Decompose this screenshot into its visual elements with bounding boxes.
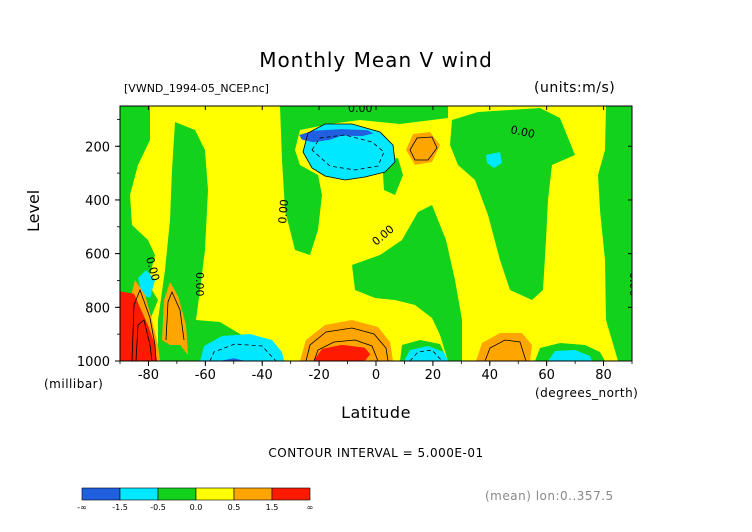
extreme-value-regions bbox=[120, 129, 374, 361]
footnote: (mean) lon:0..357.5 bbox=[485, 489, 614, 503]
green-region-upper-center bbox=[280, 106, 448, 255]
y-tick-label: 200 bbox=[85, 140, 110, 155]
y-tick-label: 600 bbox=[85, 248, 110, 263]
contour-line-northern-surface bbox=[484, 339, 527, 361]
x-tick-label: 20 bbox=[425, 368, 442, 383]
colorbar-label: -1.5 bbox=[112, 503, 128, 512]
orange-region-northern-surface bbox=[476, 333, 532, 361]
x-axis-unit: (degrees_north) bbox=[535, 386, 639, 400]
cyan-region-tropical-surface bbox=[404, 346, 448, 361]
colorbar-label: -0.5 bbox=[150, 503, 166, 512]
x-tick-label: -80 bbox=[138, 368, 159, 383]
x-tick-label: 0 bbox=[372, 368, 380, 383]
contour-label: 0.00 bbox=[276, 199, 291, 225]
contour-line-surface-equator-inner bbox=[313, 339, 379, 361]
colorbar-label: 1.5 bbox=[266, 503, 279, 512]
contour-line-surface-equator bbox=[305, 327, 389, 361]
contour-lines bbox=[131, 123, 527, 361]
contour-label: 0.00 bbox=[143, 255, 162, 282]
green-region-northern-upper bbox=[450, 108, 575, 300]
contour-label: 0.00 bbox=[509, 123, 536, 141]
colorbar-label: 0.0 bbox=[190, 503, 203, 512]
x-tick-label: -40 bbox=[252, 368, 273, 383]
x-tick-label: 40 bbox=[482, 368, 499, 383]
contour-line-upper-jet-neg bbox=[311, 134, 385, 171]
green-region-northern-pole bbox=[598, 106, 632, 361]
x-tick-label: -60 bbox=[195, 368, 216, 383]
extreme-region-0 bbox=[299, 129, 374, 143]
colorbar-swatch bbox=[119, 487, 159, 501]
contour-line-southern-surface bbox=[209, 343, 277, 361]
y-tick-label: 400 bbox=[85, 194, 110, 209]
y-tick-label: 800 bbox=[85, 301, 110, 316]
contour-line-upper-jet-zero bbox=[302, 123, 396, 181]
colorbar-label: -∞ bbox=[77, 503, 87, 512]
dataset-label: [VWND_1994-05_NCEP.nc] bbox=[124, 82, 269, 95]
green-region-southern-midlat bbox=[158, 122, 285, 361]
colorbar-swatch bbox=[81, 487, 121, 501]
extreme-region-1 bbox=[219, 358, 246, 361]
y-tick-label: 1000 bbox=[77, 355, 110, 370]
colorbar-swatch bbox=[233, 487, 273, 501]
axes: -80 -60 -40 -20 0 20 40 60 80 200 400 600 800 1000 bbox=[77, 106, 633, 383]
contour-interval-label: CONTOUR INTERVAL = 5.000E-01 bbox=[268, 446, 484, 460]
colorbar-swatch bbox=[195, 487, 235, 501]
colorbar-label: 0.5 bbox=[228, 503, 241, 512]
contour-fills: 0.000.000.000.000.000.000.00 bbox=[120, 102, 640, 361]
y-axis-unit: (millibar) bbox=[44, 377, 104, 391]
colorbar-swatch bbox=[157, 487, 197, 501]
green-region-tropical-mid bbox=[352, 205, 462, 361]
cyan-region-northern-surface bbox=[548, 350, 592, 361]
contour-line-upper-equator bbox=[409, 136, 438, 161]
units-label: (units:m/s) bbox=[534, 80, 616, 96]
x-tick-label: 60 bbox=[538, 368, 555, 383]
cyan-region-northern-upper bbox=[486, 152, 502, 168]
x-axis-label: Latitude bbox=[341, 403, 411, 422]
orange-region-upper-equator bbox=[406, 132, 440, 165]
contour-label: 0.00 bbox=[348, 102, 373, 115]
cyan-region-southern-surface bbox=[200, 334, 284, 361]
x-tick-label: 80 bbox=[595, 368, 612, 383]
chart-title: Monthly Mean V wind bbox=[259, 48, 493, 72]
colorbar-label: ∞ bbox=[307, 503, 314, 512]
contour-label: 0.00 bbox=[627, 272, 640, 297]
colorbar: -∞ -1.5 -0.5 0.0 0.5 1.5 ∞ bbox=[77, 487, 314, 512]
extreme-region-3 bbox=[313, 344, 371, 361]
contour-line-southern-pole bbox=[131, 288, 157, 361]
contour-line-southern-pole-inner bbox=[135, 319, 153, 361]
contour-line-southern-midlat-band bbox=[165, 290, 185, 341]
x-tick-label: -20 bbox=[308, 368, 329, 383]
contour-label: 0.00 bbox=[193, 272, 206, 297]
extreme-region-2 bbox=[120, 291, 157, 361]
colorbar-swatch bbox=[271, 487, 311, 501]
